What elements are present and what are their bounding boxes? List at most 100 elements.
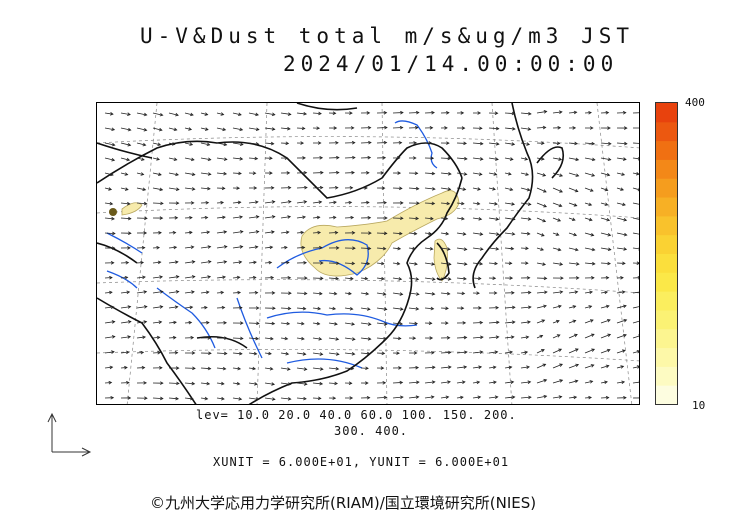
colorbar-swatch [656,178,677,198]
wind-vector [584,333,595,339]
wind-vector-head [285,230,290,235]
wind-vector [280,262,289,264]
wind-vector [488,381,497,384]
wind-vector [232,201,241,204]
wind-vector-head [319,156,324,160]
wind-vector-head [543,378,548,383]
wind-vector-head [509,276,514,280]
wind-vector-head [332,396,337,400]
wind-vector-head [335,337,340,341]
wind-vector [504,187,513,191]
wind-vector [472,142,483,145]
wind-vector [344,201,352,204]
wind-vector-head [416,380,420,385]
wind-vector-head [352,246,356,250]
wind-vector-head [431,110,435,115]
wind-vector-head [255,336,260,341]
wind-vector [296,367,307,370]
wind-vector [632,172,639,175]
wind-vector [520,306,531,309]
wind-vector-head [557,218,562,222]
wind-vector-head [287,306,292,311]
wind-vector-head [495,232,500,236]
wind-vector-head [368,231,372,235]
wind-vector-head [413,141,417,145]
wind-vector-head [574,290,579,294]
wind-vector-head [574,141,578,146]
wind-vector-head [316,321,321,326]
wind-vector [584,232,594,236]
wind-vector [184,127,192,130]
colorbar-max-label: 400 [685,96,705,109]
wind-vector [504,112,515,114]
wind-vector-head [383,322,388,326]
wind-vector [232,337,243,339]
wind-vector [456,247,467,250]
wind-vector-head [270,336,274,341]
wind-vector-head [414,171,419,176]
wind-vector-head [591,348,596,352]
wind-vector [632,142,639,144]
wind-vector-head [127,216,132,221]
wind-vector-head [269,171,273,175]
wind-vector-head [460,306,465,310]
wind-vector-head [332,215,337,220]
wind-vector-head [496,320,500,325]
wind-vector-head [588,305,593,309]
wind-vector [168,291,179,294]
wind-vector [184,261,195,264]
wind-vector-head [477,187,481,191]
wind-vector-head [204,215,209,220]
wind-vector-head [320,261,324,265]
wind-vector-head [591,261,596,266]
wind-vector-head [127,335,132,339]
wind-vector [440,366,451,369]
wind-vector-head [605,110,610,115]
wind-vector-head [542,363,547,367]
wind-vector-head [222,127,227,132]
wind-vector-head [238,397,243,401]
wind-vector [552,172,563,177]
wind-vector [312,382,323,385]
wind-vector [584,348,595,354]
wind-vector [568,348,579,354]
wind-vector-head [635,172,639,176]
wind-vector [600,172,610,176]
wind-vector [552,232,559,236]
wind-vector [632,366,639,369]
wind-vector-head [223,260,228,264]
wind-vector-head [221,305,226,310]
wind-vector [424,217,434,220]
wind-vector [552,348,562,354]
wind-vector [536,262,546,265]
wind-vector [520,396,531,399]
wind-vector-head [175,366,180,370]
wind-vector-head [173,127,178,132]
wind-vector [232,382,240,385]
wind-vector [536,305,547,309]
wind-vector-head [320,276,324,281]
wind-vector-head [191,290,195,294]
wind-vector-head [367,322,372,326]
wind-vector [552,320,560,324]
wind-vector [248,382,258,385]
wind-vector [200,367,211,370]
wind-vector-head [366,351,371,356]
wind-vector-head [174,216,179,220]
wind-vector-head [110,172,114,177]
wind-vector [200,112,208,116]
wind-vector [504,247,514,250]
wind-vector-head [527,202,532,206]
wind-vector-head [364,186,368,190]
wind-vector-head [589,126,594,130]
wind-vector-head [285,351,290,356]
wind-vector-head [542,218,547,223]
wind-vector-head [287,382,292,386]
wind-vector-head [383,140,388,145]
wind-vector-head [380,261,385,266]
wind-vector-head [367,125,372,130]
wind-vector [120,217,131,220]
wind-vector-head [319,185,324,190]
wind-vector [520,112,531,115]
wind-vector-head [239,215,243,219]
